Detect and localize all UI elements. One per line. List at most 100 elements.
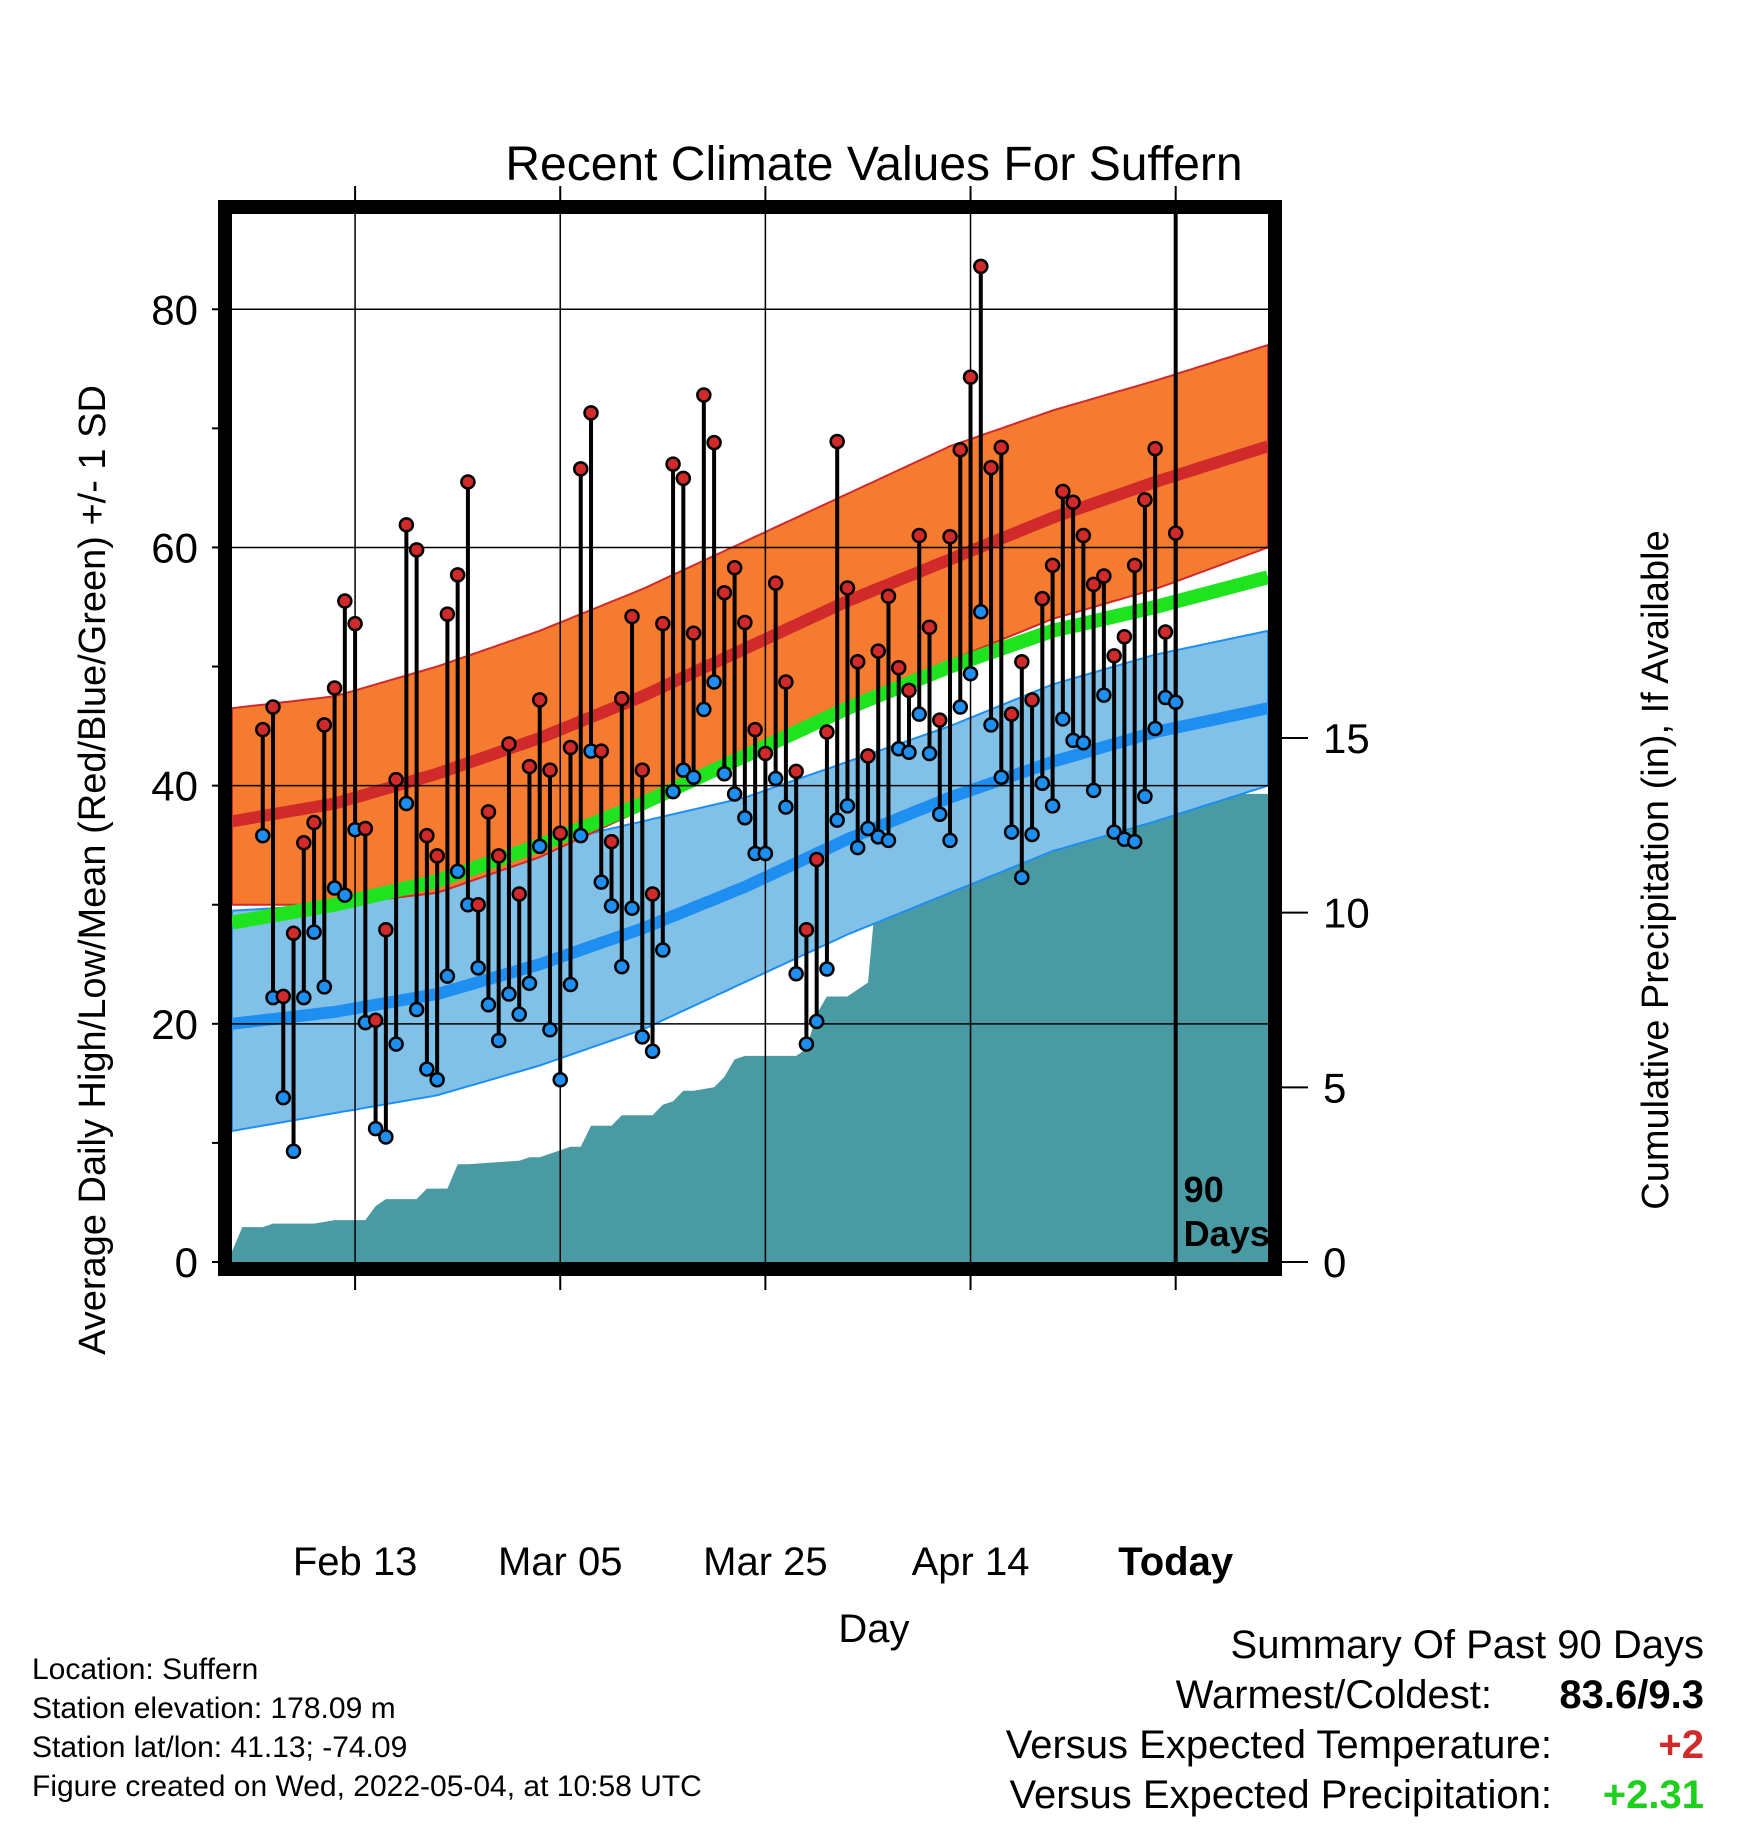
daily-high-point bbox=[706, 434, 722, 451]
daily-high-point bbox=[480, 804, 497, 820]
daily-low-point bbox=[880, 832, 897, 849]
daily-high-point bbox=[737, 614, 753, 631]
daily-high-point bbox=[1085, 576, 1102, 593]
daily-high-point bbox=[1137, 492, 1153, 508]
daily-low-point bbox=[624, 900, 640, 917]
daily-low-point bbox=[993, 769, 1010, 786]
daily-high-point bbox=[378, 921, 394, 938]
daily-high-point bbox=[439, 606, 456, 622]
daily-low-point bbox=[829, 812, 845, 828]
daily-high-point bbox=[347, 615, 363, 632]
daily-high-point bbox=[634, 762, 651, 778]
daily-low-point bbox=[296, 989, 312, 1006]
summary-title: Summary Of Past 90 Days bbox=[804, 1620, 1704, 1670]
daily-low-point bbox=[778, 799, 794, 815]
daily-high-point bbox=[624, 608, 640, 625]
y-tick-label: 20 bbox=[151, 1001, 198, 1048]
today-annotation-line1: 90 bbox=[1184, 1169, 1224, 1210]
y-tick-label: 0 bbox=[175, 1239, 198, 1286]
daily-low-point bbox=[429, 1072, 445, 1088]
elevation-text: Station elevation: 178.09 m bbox=[32, 1692, 396, 1725]
x-tick-label: Feb 13 bbox=[293, 1540, 418, 1584]
daily-low-point bbox=[388, 1036, 404, 1052]
x-tick-label: Apr 14 bbox=[912, 1540, 1030, 1584]
daily-high-point bbox=[1147, 440, 1163, 457]
daily-low-point bbox=[1085, 782, 1102, 799]
daily-high-point bbox=[449, 567, 466, 583]
daily-low-point bbox=[439, 968, 456, 984]
daily-high-point bbox=[357, 820, 374, 837]
daily-low-point bbox=[634, 1029, 651, 1045]
daily-high-point bbox=[552, 825, 568, 842]
today-annotation-line2: Days bbox=[1184, 1213, 1270, 1254]
daily-low-point bbox=[562, 976, 579, 993]
daily-high-point bbox=[255, 721, 271, 738]
daily-high-point bbox=[306, 814, 322, 831]
daily-low-point bbox=[706, 674, 722, 690]
daily-high-point bbox=[911, 527, 927, 544]
daily-low-point bbox=[942, 832, 958, 849]
daily-low-point bbox=[696, 701, 712, 718]
daily-high-point bbox=[419, 827, 435, 844]
daily-low-point bbox=[973, 604, 989, 620]
daily-low-point bbox=[1126, 833, 1143, 850]
precipitation-area bbox=[232, 793, 1268, 1262]
daily-high-point bbox=[367, 1012, 384, 1028]
daily-high-point bbox=[942, 528, 958, 545]
daily-low-point bbox=[449, 863, 466, 880]
daily-high-point bbox=[1024, 692, 1040, 708]
daily-high-point bbox=[798, 921, 815, 938]
daily-high-point bbox=[1126, 557, 1143, 574]
daily-high-point bbox=[1167, 525, 1184, 541]
daily-low-point bbox=[542, 1022, 558, 1038]
daily-high-point bbox=[665, 456, 681, 472]
daily-low-point bbox=[808, 1013, 825, 1030]
created-text: Figure created on Wed, 2022-05-04, at 10… bbox=[32, 1770, 702, 1803]
daily-low-point bbox=[1106, 824, 1122, 840]
temp-value: +2 bbox=[1658, 1723, 1704, 1767]
daily-low-point bbox=[860, 820, 876, 837]
daily-low-point bbox=[921, 745, 938, 762]
daily-low-point bbox=[552, 1072, 568, 1088]
daily-low-point bbox=[614, 958, 630, 975]
daily-high-point bbox=[429, 848, 445, 864]
daily-low-point bbox=[275, 1089, 292, 1106]
daily-high-point bbox=[849, 654, 866, 670]
daily-low-point bbox=[398, 795, 415, 812]
summary-title-text: Summary Of Past 90 Days bbox=[1230, 1623, 1704, 1667]
daily-high-point bbox=[1014, 654, 1030, 670]
y-tick-label: 80 bbox=[151, 286, 198, 333]
daily-high-point bbox=[952, 442, 969, 458]
daily-low-point bbox=[665, 783, 681, 800]
daily-high-point bbox=[993, 439, 1010, 456]
daily-high-point bbox=[644, 886, 661, 902]
daily-low-point bbox=[1075, 735, 1092, 751]
chart-title: Recent Climate Values For Suffern bbox=[505, 138, 1242, 191]
daily-low-point bbox=[716, 765, 733, 782]
daily-low-point bbox=[932, 806, 948, 822]
x-tick-label: Mar 25 bbox=[703, 1540, 828, 1584]
daily-high-point bbox=[932, 712, 948, 728]
daily-low-point bbox=[1014, 869, 1030, 886]
daily-low-point bbox=[490, 1032, 507, 1049]
y-axis-label: Average Daily High/Low/Mean (Red/Blue/Gr… bbox=[72, 385, 114, 1355]
daily-high-point bbox=[326, 680, 343, 696]
daily-high-point bbox=[521, 758, 538, 775]
daily-low-point bbox=[521, 975, 538, 992]
daily-high-point bbox=[398, 517, 415, 533]
daily-high-point bbox=[1116, 629, 1133, 645]
daily-high-point bbox=[316, 717, 333, 733]
daily-low-point bbox=[655, 942, 671, 958]
daily-high-point bbox=[890, 659, 907, 676]
daily-high-point bbox=[675, 470, 692, 487]
daily-low-point bbox=[337, 887, 353, 903]
daily-low-point bbox=[983, 717, 999, 733]
daily-high-point bbox=[1055, 483, 1071, 500]
daily-high-point bbox=[1034, 590, 1051, 607]
location-text: Location: Suffern bbox=[32, 1653, 259, 1686]
precip-label: Versus Expected Precipitation: bbox=[1009, 1773, 1552, 1817]
daily-low-point bbox=[1096, 687, 1112, 703]
daily-high-point bbox=[921, 619, 938, 635]
y2-tick-label: 15 bbox=[1323, 715, 1370, 762]
